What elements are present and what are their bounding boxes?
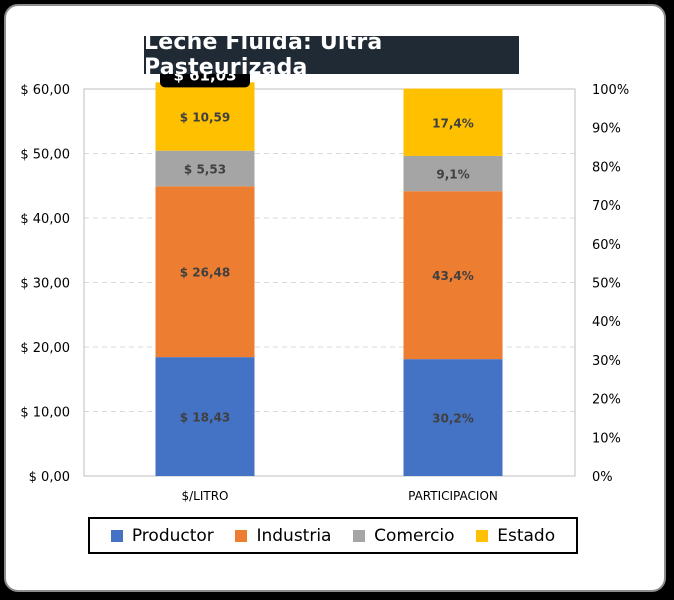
y-right-tick-label: 0%	[592, 470, 613, 485]
y-right-tick-label: 50%	[592, 277, 621, 292]
legend-label: Comercio	[374, 525, 455, 546]
y-right-tick-label: 90%	[592, 122, 621, 137]
y-left-tick-label: $ 20,00	[20, 341, 70, 356]
y-left-tick-label: $ 40,00	[20, 212, 70, 227]
data-label: 30,2%	[432, 412, 474, 426]
bar-segment-productor	[403, 359, 503, 476]
y-right-tick-label: 70%	[592, 199, 621, 214]
legend-item-estado: Estado	[476, 526, 555, 546]
data-label: $ 26,48	[180, 266, 230, 280]
bar-segment-industria	[155, 186, 255, 358]
chart-title: Leche Fluida: Ultra Pasteurizada	[144, 30, 383, 80]
y-right-tick-label: 80%	[592, 160, 621, 175]
bar-segment-comercio	[155, 150, 255, 187]
y-left-tick-label: $ 30,00	[20, 277, 70, 292]
bar-segment-estado	[403, 88, 503, 156]
legend-item-comercio: Comercio	[353, 525, 455, 546]
data-label: 17,4%	[432, 116, 474, 130]
legend-item-productor: Productor	[110, 525, 214, 546]
data-label: 43,4%	[432, 269, 474, 283]
legend-item-industria: Industria	[235, 526, 331, 546]
bar-segment-comercio	[403, 155, 503, 192]
legend-label: Estado	[497, 525, 556, 546]
y-right-tick-label: 100%	[592, 83, 629, 98]
legend-swatch	[110, 529, 123, 542]
bar-segment-industria	[403, 191, 503, 360]
bar-segment-estado	[155, 82, 255, 151]
y-right-tick-label: 40%	[592, 315, 621, 330]
data-label: $ 18,43	[180, 411, 230, 425]
chart-legend: Productor Industria Comercio Estado	[88, 517, 578, 554]
y-left-tick-label: $ 50,00	[20, 148, 70, 163]
legend-swatch	[235, 529, 248, 542]
y-right-tick-label: 20%	[592, 393, 621, 408]
category-label: PARTICIPACION	[408, 489, 498, 503]
chart-plot: $ 0,00 $ 10,00 $ 20,00 $ 30,00 $ 40,00 $ 50,0…	[20, 63, 629, 503]
legend-label: Industria	[256, 525, 332, 546]
y-left-tick-label: $ 0,00	[29, 470, 70, 485]
category-label: $/LITRO	[181, 489, 228, 503]
bar-segment-productor	[155, 357, 255, 476]
data-label: $ 5,53	[184, 162, 226, 176]
y-left-tick-label: $ 10,00	[20, 406, 70, 421]
y-right-tick-label: 30%	[592, 354, 621, 369]
y-right-tick-label: 60%	[592, 238, 621, 253]
y-left-tick-label: $ 60,00	[20, 83, 70, 98]
chart-frame: $ 0,00 $ 10,00 $ 20,00 $ 30,00 $ 40,00 $ 50,0…	[4, 4, 666, 592]
y-right-tick-label: 10%	[592, 431, 621, 446]
data-label: 9,1%	[436, 168, 469, 182]
legend-swatch	[353, 529, 366, 542]
legend-swatch	[476, 529, 489, 542]
data-label: $ 10,59	[180, 111, 230, 125]
legend-label: Productor	[131, 525, 214, 546]
chart-title-box: Leche Fluida: Ultra Pasteurizada	[144, 30, 519, 80]
